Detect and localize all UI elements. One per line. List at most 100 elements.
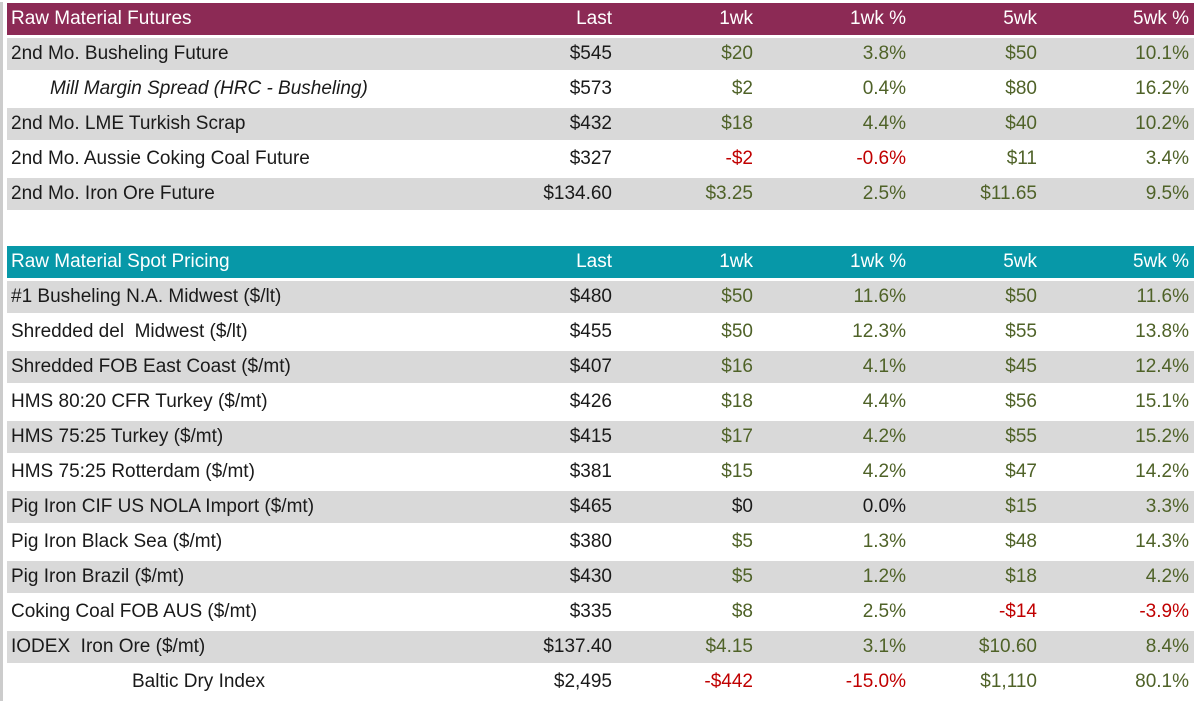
- 1wk-cell: $16: [620, 351, 761, 383]
- 5wk-cell: $45: [914, 351, 1045, 383]
- table-row: IODEX Iron Ore ($/mt) $137.40 $4.15 3.1% $10…: [7, 631, 1194, 663]
- 5wk-pct-cell: 13.8%: [1045, 316, 1194, 348]
- 1wk-pct-cell: 4.1%: [761, 351, 914, 383]
- 5wk-cell: $55: [914, 421, 1045, 453]
- 1wk-cell: $17: [620, 421, 761, 453]
- table-row: Baltic Dry Index $2,495 -$442 -15.0% $1,110 8…: [7, 666, 1194, 698]
- 1wk-pct-cell: -0.6%: [761, 143, 914, 175]
- last-cell: $430: [532, 561, 620, 593]
- row-label-cell: 2nd Mo. Aussie Coking Coal Future: [7, 143, 532, 175]
- last-cell: $2,495: [532, 666, 620, 698]
- row-label-cell: Coking Coal FOB AUS ($/mt): [7, 596, 532, 628]
- spot-col-header-1wk: 1wk: [620, 246, 761, 278]
- last-cell: $415: [532, 421, 620, 453]
- futures-col-header-last: Last: [532, 3, 620, 35]
- row-label-cell: Baltic Dry Index: [7, 666, 532, 698]
- 5wk-pct-cell: 9.5%: [1045, 178, 1194, 210]
- futures-col-header-1wk-pct: 1wk %: [761, 3, 914, 35]
- 5wk-cell: $1,110: [914, 666, 1045, 698]
- 5wk-cell: $50: [914, 38, 1045, 70]
- 1wk-pct-cell: 11.6%: [761, 281, 914, 313]
- 5wk-pct-cell: 10.2%: [1045, 108, 1194, 140]
- 5wk-cell: -$14: [914, 596, 1045, 628]
- futures-header-row: Raw Material Futures Last 1wk 1wk % 5wk …: [7, 3, 1194, 35]
- last-cell: $335: [532, 596, 620, 628]
- 5wk-cell: $50: [914, 281, 1045, 313]
- 5wk-pct-cell: 3.4%: [1045, 143, 1194, 175]
- futures-table: Raw Material Futures Last 1wk 1wk % 5wk …: [7, 0, 1194, 213]
- 1wk-cell: $20: [620, 38, 761, 70]
- spot-header-row: Raw Material Spot Pricing Last 1wk 1wk %…: [7, 246, 1194, 278]
- 5wk-pct-cell: 10.1%: [1045, 38, 1194, 70]
- row-label-cell: HMS 80:20 CFR Turkey ($/mt): [7, 386, 532, 418]
- last-cell: $465: [532, 491, 620, 523]
- 1wk-cell: $5: [620, 561, 761, 593]
- last-cell: $137.40: [532, 631, 620, 663]
- 1wk-cell: $50: [620, 316, 761, 348]
- table-row: 2nd Mo. Aussie Coking Coal Future $327 -$2…: [7, 143, 1194, 175]
- 1wk-pct-cell: 2.5%: [761, 596, 914, 628]
- last-cell: $455: [532, 316, 620, 348]
- row-label-cell: Pig Iron Black Sea ($/mt): [7, 526, 532, 558]
- row-label-cell: Shredded del Midwest ($/lt): [7, 316, 532, 348]
- 1wk-cell: $5: [620, 526, 761, 558]
- table-row: Mill Margin Spread (HRC - Busheling) $573…: [7, 73, 1194, 105]
- 1wk-cell: $0: [620, 491, 761, 523]
- 1wk-cell: -$442: [620, 666, 761, 698]
- row-label-cell: 2nd Mo. Busheling Future: [7, 38, 532, 70]
- futures-col-header-5wk-pct: 5wk %: [1045, 3, 1194, 35]
- row-label-cell: HMS 75:25 Turkey ($/mt): [7, 421, 532, 453]
- table-row: 2nd Mo. Busheling Future $545 $20 3.8% $50 10…: [7, 38, 1194, 70]
- row-label-cell: 2nd Mo. Iron Ore Future: [7, 178, 532, 210]
- 5wk-cell: $47: [914, 456, 1045, 488]
- row-label-cell: Pig Iron Brazil ($/mt): [7, 561, 532, 593]
- 1wk-pct-cell: 4.4%: [761, 386, 914, 418]
- 5wk-pct-cell: -3.9%: [1045, 596, 1194, 628]
- table-row: HMS 75:25 Turkey ($/mt) $415 $17 4.2% $55 15.…: [7, 421, 1194, 453]
- spot-pricing-table: Raw Material Spot Pricing Last 1wk 1wk %…: [7, 243, 1194, 701]
- 1wk-pct-cell: 4.2%: [761, 421, 914, 453]
- last-cell: $327: [532, 143, 620, 175]
- 5wk-cell: $11: [914, 143, 1045, 175]
- table-row: Coking Coal FOB AUS ($/mt) $335 $8 2.5% -$14…: [7, 596, 1194, 628]
- 1wk-cell: $4.15: [620, 631, 761, 663]
- table-row: Shredded FOB East Coast ($/mt) $407 $16 4.1…: [7, 351, 1194, 383]
- last-cell: $426: [532, 386, 620, 418]
- spot-col-header-5wk: 5wk: [914, 246, 1045, 278]
- row-label-cell: IODEX Iron Ore ($/mt): [7, 631, 532, 663]
- 5wk-pct-cell: 11.6%: [1045, 281, 1194, 313]
- row-label-cell: #1 Busheling N.A. Midwest ($/lt): [7, 281, 532, 313]
- futures-table-body: Raw Material Futures Last 1wk 1wk % 5wk …: [7, 3, 1194, 210]
- last-cell: $134.60: [532, 178, 620, 210]
- spot-table-body: Raw Material Spot Pricing Last 1wk 1wk %…: [7, 246, 1194, 698]
- 1wk-pct-cell: 0.0%: [761, 491, 914, 523]
- futures-table-title: Raw Material Futures: [7, 3, 532, 35]
- 1wk-pct-cell: 12.3%: [761, 316, 914, 348]
- table-row: Pig Iron Brazil ($/mt) $430 $5 1.2% $18 4.2%: [7, 561, 1194, 593]
- 5wk-cell: $48: [914, 526, 1045, 558]
- 5wk-pct-cell: 14.3%: [1045, 526, 1194, 558]
- last-cell: $380: [532, 526, 620, 558]
- row-label-cell: Shredded FOB East Coast ($/mt): [7, 351, 532, 383]
- last-cell: $545: [532, 38, 620, 70]
- 1wk-cell: $8: [620, 596, 761, 628]
- 5wk-pct-cell: 16.2%: [1045, 73, 1194, 105]
- 5wk-cell: $15: [914, 491, 1045, 523]
- 1wk-cell: $2: [620, 73, 761, 105]
- 5wk-pct-cell: 15.2%: [1045, 421, 1194, 453]
- cropped-left-column-edge: [0, 2, 3, 701]
- table-row: Shredded del Midwest ($/lt) $455 $50 12.3% $…: [7, 316, 1194, 348]
- spot-col-header-5wk-pct: 5wk %: [1045, 246, 1194, 278]
- 1wk-pct-cell: 3.8%: [761, 38, 914, 70]
- 5wk-pct-cell: 8.4%: [1045, 631, 1194, 663]
- 1wk-cell: -$2: [620, 143, 761, 175]
- 1wk-pct-cell: 1.2%: [761, 561, 914, 593]
- 5wk-cell: $55: [914, 316, 1045, 348]
- last-cell: $480: [532, 281, 620, 313]
- 5wk-cell: $10.60: [914, 631, 1045, 663]
- 1wk-cell: $50: [620, 281, 761, 313]
- 1wk-pct-cell: 0.4%: [761, 73, 914, 105]
- 1wk-cell: $3.25: [620, 178, 761, 210]
- spot-table-title: Raw Material Spot Pricing: [7, 246, 532, 278]
